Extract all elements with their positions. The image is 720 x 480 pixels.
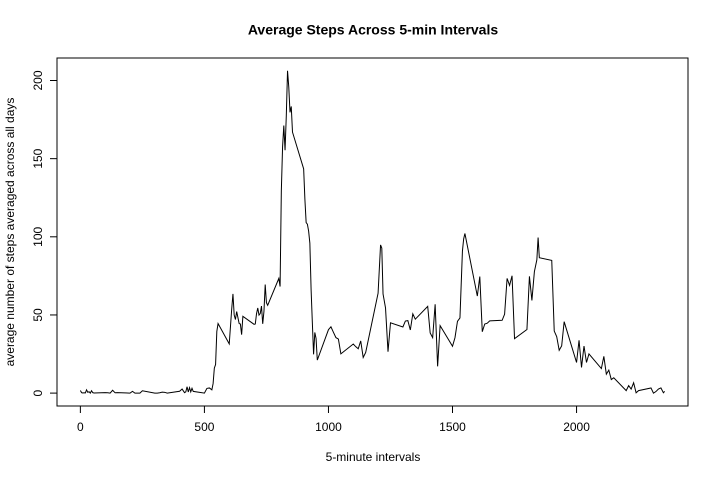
- x-tick-label: 0: [77, 420, 84, 434]
- x-tick-label: 1000: [315, 420, 342, 434]
- y-tick-label: 100: [31, 226, 45, 246]
- x-tick-label: 2000: [563, 420, 590, 434]
- y-tick-label: 50: [31, 308, 45, 322]
- x-tick-label: 500: [194, 420, 214, 434]
- y-tick-label: 200: [31, 70, 45, 90]
- y-axis-label: average number of steps averaged across …: [3, 98, 17, 367]
- y-tick-label: 0: [31, 389, 45, 396]
- data-line: [79, 70, 666, 394]
- x-axis-label: 5-minute intervals: [326, 450, 421, 464]
- chart-title: Average Steps Across 5-min Intervals: [248, 22, 499, 38]
- y-tick-label: 150: [31, 148, 45, 168]
- x-tick-label: 1500: [439, 420, 466, 434]
